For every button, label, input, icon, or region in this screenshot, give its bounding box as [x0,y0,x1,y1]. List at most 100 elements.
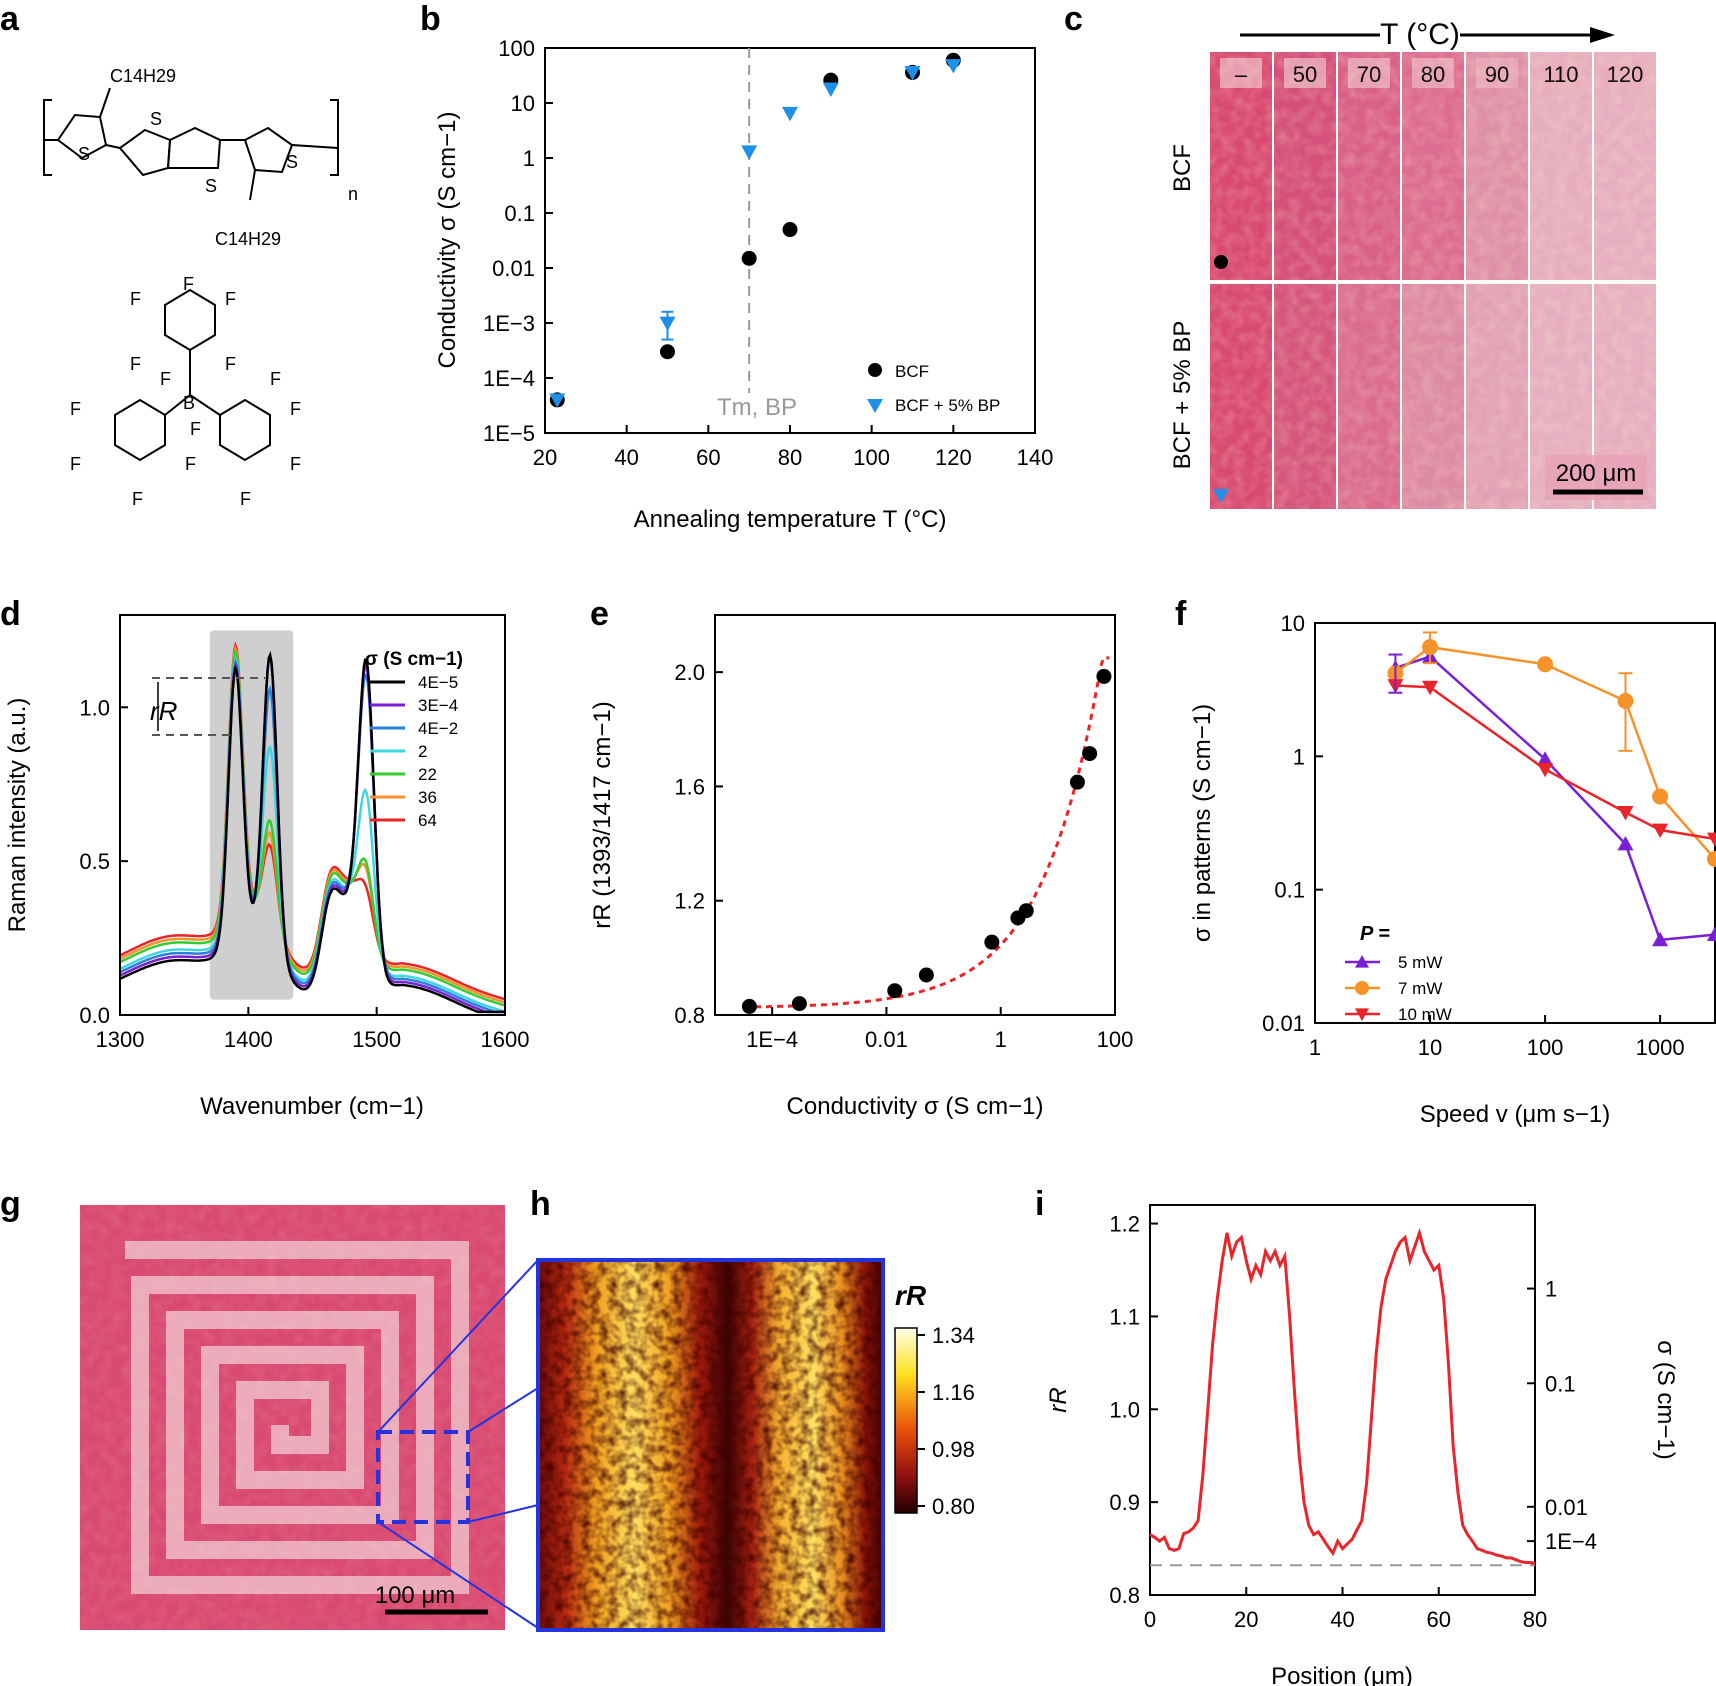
right-tick-label: 0.1 [1545,1371,1576,1396]
data-point [1707,850,1716,867]
y-tick-label: 1 [523,146,535,171]
y-tick-label: 1.0 [1109,1397,1140,1422]
x-axis-label-f: Speed v (μm s−1) [1420,1101,1611,1128]
fluorine-label: F [130,354,141,374]
legend-marker-bcf [868,363,882,377]
x-tick-label: 10 [1418,1035,1442,1060]
y-tick-label: 100 [498,36,535,61]
y-tick-label: 0.8 [674,1003,705,1028]
y-tick-label: 1.2 [674,889,705,914]
panel-label-b: b [420,0,441,38]
legend-b: BCF BCF + 5% BP [867,362,1000,415]
series-line [1394,645,1716,860]
legend-label: 36 [418,788,437,807]
chem-labels: C14H29 C14H29 n S S S S B F F F F F F F … [70,66,358,509]
data-point [1018,903,1034,919]
spectrum-line [119,650,505,1014]
fluorine-label: F [190,419,201,439]
x-tick-label: 40 [614,445,638,470]
x-tick-label: 0.01 [865,1027,908,1052]
x-tick-label: 1E−4 [746,1027,798,1052]
data-point [1082,746,1098,762]
y-tick-label: 1 [1293,744,1305,769]
panel-g-image: 100 μm [80,1205,539,1630]
bcf-marker [1214,255,1228,269]
legend-label: 22 [418,765,437,784]
x-tick-label: 1600 [481,1027,530,1052]
x-tick-label: 80 [1523,1607,1547,1632]
x-tick-label: 0 [1144,1607,1156,1632]
y-tick-label: 1E−4 [483,366,535,391]
data-point [1617,805,1634,821]
fit-curve [754,656,1110,1009]
data-point [918,967,934,983]
x-axis-label-i: Position (μm) [1271,1663,1413,1686]
data-point [1537,656,1554,673]
film-texture [1210,52,1658,509]
data-point [1537,762,1554,778]
y-tick-label: 1.6 [674,774,705,799]
x-axis-label-d: Wavenumber (cm−1) [200,1093,424,1120]
data-point [1652,823,1669,839]
bcf-bp-point [741,145,758,160]
legend-marker [1355,955,1369,968]
rr-label-d: rR [150,696,177,726]
y-axis-label-i: rR [1045,1387,1072,1412]
data-point [1422,680,1439,696]
y-tick-label: 1E−5 [483,421,535,446]
legend-label-bcf-bp: BCF + 5% BP [895,396,1000,415]
x-tick-label: 1 [1309,1035,1321,1060]
y-tick-label: 10 [511,91,535,116]
data-point [1096,668,1112,684]
fluorine-label: F [225,289,236,309]
x-tick-label: 20 [1234,1607,1258,1632]
series-line [1395,684,1716,841]
legend-label-bcf: BCF [895,362,929,381]
plot-frame [1314,622,1716,1024]
legend-label: 2 [418,742,427,761]
y-axis-label-b: Conductivity σ (S cm−1) [434,112,461,369]
x-axis-label-b: Annealing temperature T (°C) [634,506,947,533]
x-tick-label: 1500 [352,1027,401,1052]
bcf-bp-point [822,82,839,97]
panel-e-chart: 1E−4 0.01 1 100 0.8 1.2 1.6 2.0 Conductivity σ … [589,614,1133,1120]
fluorine-label: F [132,489,143,509]
fluorine-label: F [270,369,281,389]
rr-annotation [152,677,265,736]
x-tick-label: 1000 [1636,1035,1685,1060]
legend-label: 5 mW [1398,953,1442,972]
fluorine-label: F [290,399,301,419]
row-label-bcf-bp: BCF + 5% BP [1169,321,1196,470]
polymer-structure [43,87,339,201]
colorbar-tick-label: 1.16 [932,1380,975,1405]
g-scale-bar-label: 100 μm [375,1582,456,1609]
x-tick-label: 120 [935,445,972,470]
y-tick-label: 1.2 [1109,1212,1140,1237]
data-point [791,996,807,1012]
series-line [1395,655,1716,942]
x-tick-label: 60 [696,445,720,470]
fluorine-label: F [160,369,171,389]
data-point [1707,926,1716,942]
right-tick-label: 1E−4 [1545,1529,1597,1554]
y-tick-label: 0.1 [1274,878,1305,903]
x-tick-label: 140 [1017,445,1054,470]
panel-label-d: d [0,595,21,633]
colorbar-title: rR [895,1280,927,1311]
sulfur-label-2: S [150,109,162,129]
plot-frame [714,614,1116,1016]
data-point [1617,836,1634,851]
y-tick-label: 0.9 [1109,1490,1140,1515]
plot-frame [544,47,1036,434]
bcf-structure [114,288,271,462]
colorbar-tick-label: 0.80 [932,1494,975,1519]
colorbar-tick-label: 1.34 [932,1323,975,1348]
bcf-bp-point [549,393,566,408]
spectrum-line [119,648,506,1007]
x-tick-label: 40 [1330,1607,1354,1632]
panel-label-i: i [1035,1185,1044,1223]
panel-label-a: a [0,0,20,38]
y-axis-label-i-right: σ (S cm−1) [1652,1340,1679,1460]
fluorine-label: F [290,454,301,474]
